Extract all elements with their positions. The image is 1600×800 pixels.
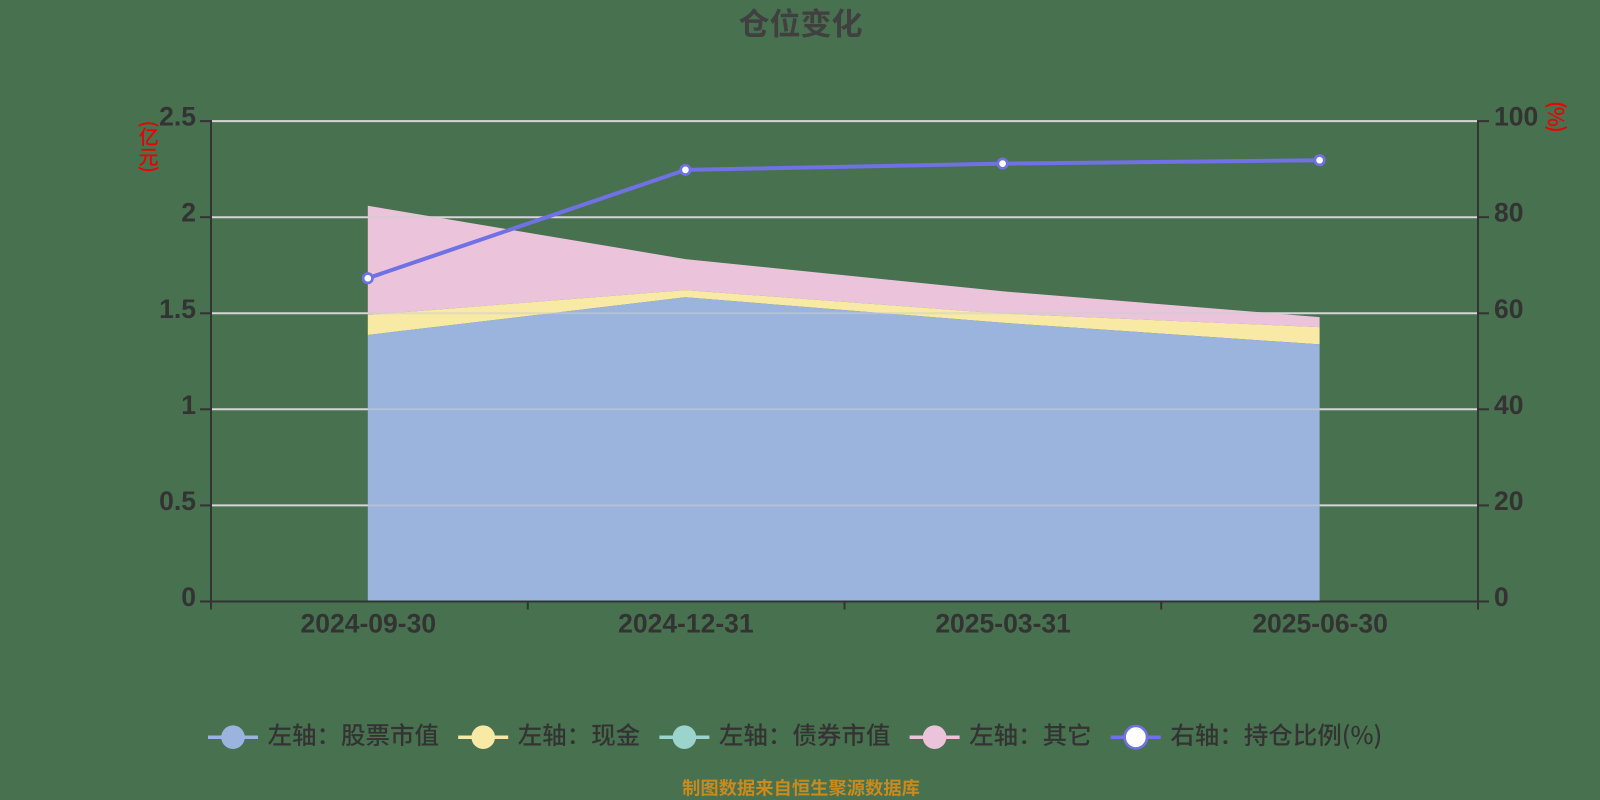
svg-text:40: 40 bbox=[1494, 390, 1523, 420]
svg-text:2024-12-31: 2024-12-31 bbox=[618, 609, 754, 639]
svg-text:0.5: 0.5 bbox=[159, 486, 196, 516]
svg-text:80: 80 bbox=[1494, 198, 1523, 228]
svg-text:2: 2 bbox=[181, 198, 196, 228]
svg-text:1.5: 1.5 bbox=[159, 294, 196, 324]
svg-text:60: 60 bbox=[1494, 294, 1523, 324]
svg-text:0: 0 bbox=[1494, 582, 1509, 612]
svg-text:2025-03-31: 2025-03-31 bbox=[935, 609, 1071, 639]
svg-text:20: 20 bbox=[1494, 486, 1523, 516]
svg-text:2024-09-30: 2024-09-30 bbox=[301, 609, 437, 639]
svg-text:1: 1 bbox=[181, 390, 196, 420]
svg-text:0: 0 bbox=[181, 582, 196, 612]
svg-text:2025-06-30: 2025-06-30 bbox=[1252, 609, 1388, 639]
svg-text:2.5: 2.5 bbox=[159, 102, 196, 132]
svg-text:100: 100 bbox=[1494, 102, 1538, 132]
